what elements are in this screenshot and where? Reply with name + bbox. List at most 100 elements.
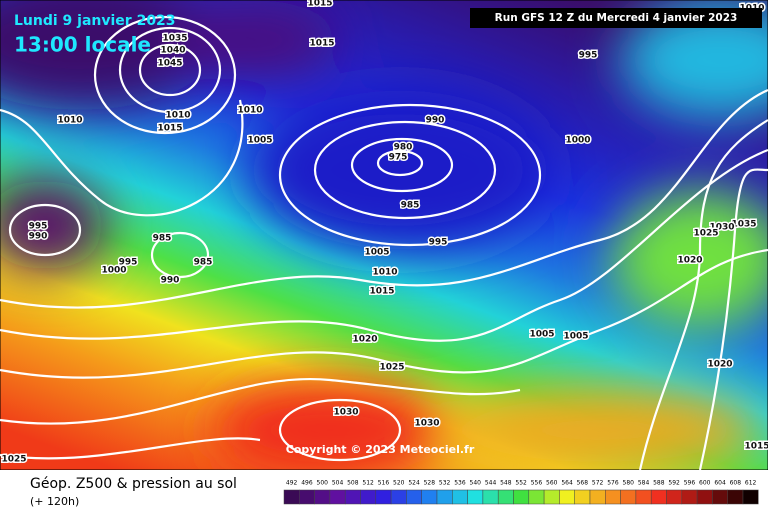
map-background bbox=[0, 0, 768, 480]
colorbar-swatch bbox=[329, 489, 346, 505]
isobar-label: 1015 bbox=[157, 124, 182, 134]
isobar-label: 1025 bbox=[1, 455, 26, 465]
colorbar-swatch bbox=[528, 489, 545, 505]
colorbar-swatch bbox=[436, 489, 453, 505]
colorbar-label: 564 bbox=[561, 480, 573, 487]
colorbar-label: 580 bbox=[623, 480, 635, 487]
colorbar-label: 548 bbox=[500, 480, 512, 487]
colorbar-swatch bbox=[344, 489, 361, 505]
isobar-label: 990 bbox=[29, 232, 48, 242]
isobar-label: 1035 bbox=[162, 34, 187, 44]
colorbar-label: 532 bbox=[439, 480, 451, 487]
isobar-label: 990 bbox=[161, 276, 180, 286]
isobar-label: 995 bbox=[429, 238, 448, 248]
isobar-label: 1015 bbox=[369, 287, 394, 297]
colorbar-swatch bbox=[635, 489, 652, 505]
colorbar-label: 536 bbox=[454, 480, 466, 487]
colorbar-label: 604 bbox=[714, 480, 726, 487]
isobar-label: 1005 bbox=[247, 136, 272, 146]
isobars bbox=[0, 15, 768, 471]
colorbar-swatch bbox=[681, 489, 698, 505]
isobar-label: 1000 bbox=[101, 266, 126, 276]
isobar-label: 995 bbox=[119, 258, 138, 268]
isobar-label: 1015 bbox=[307, 0, 332, 9]
run-info: Run GFS 12 Z du Mercredi 4 janvier 2023 bbox=[495, 12, 738, 24]
isobar-label: 1010 bbox=[165, 111, 190, 121]
colorbar-swatch bbox=[574, 489, 591, 505]
forecast-date: Lundi 9 janvier 2023 bbox=[14, 13, 176, 29]
colorbar-swatch bbox=[742, 489, 759, 505]
colorbar-swatch bbox=[375, 489, 392, 505]
colorbar-label: 540 bbox=[470, 480, 482, 487]
colorbar-swatch bbox=[666, 489, 683, 505]
colorbar-label: 512 bbox=[362, 480, 374, 487]
colorbar-label: 596 bbox=[684, 480, 696, 487]
colorbar-label: 516 bbox=[378, 480, 390, 487]
forecast-time: 13:00 locale bbox=[14, 33, 151, 57]
colorbar-label: 504 bbox=[332, 480, 344, 487]
run-banner bbox=[470, 8, 762, 28]
colorbar-swatch bbox=[314, 489, 331, 505]
colorbar-label: 600 bbox=[699, 480, 711, 487]
isobar-label: 975 bbox=[389, 153, 408, 163]
colorbar-label: 592 bbox=[668, 480, 680, 487]
colorbar: 492 496 500 504 508 512 516 520 524 528 532 536 540 5… bbox=[283, 480, 759, 505]
colorbar-swatch bbox=[543, 489, 560, 505]
isobar-label: 1005 bbox=[529, 330, 554, 340]
colorbar-swatch bbox=[390, 489, 407, 505]
isobar-label: 1010 bbox=[372, 268, 397, 278]
colorbar-label: 552 bbox=[515, 480, 527, 487]
isobar-label: 985 bbox=[401, 201, 420, 211]
colorbar-label: 608 bbox=[730, 480, 742, 487]
isobar-label: 1030 bbox=[414, 419, 439, 429]
colorbar-label: 588 bbox=[653, 480, 665, 487]
colorbar-swatch bbox=[360, 489, 377, 505]
colorbar-swatch bbox=[605, 489, 621, 505]
isobar-label: 995 bbox=[29, 222, 48, 232]
colorbar-swatch bbox=[559, 489, 575, 505]
isobar-label: 1045 bbox=[157, 59, 182, 69]
colorbar-swatch bbox=[712, 489, 728, 505]
colorbar-swatch bbox=[283, 489, 300, 505]
colorbar-swatch bbox=[452, 489, 468, 505]
isobar-label: 1015 bbox=[744, 442, 768, 452]
isobar-label: 985 bbox=[194, 258, 213, 268]
isobar-label: 1020 bbox=[677, 256, 702, 266]
legend-title: Géop. Z500 & pression au sol bbox=[30, 476, 237, 492]
colorbar-swatch bbox=[299, 489, 315, 505]
isobar-label: 1015 bbox=[309, 39, 334, 49]
isobar-label: 985 bbox=[153, 234, 172, 244]
colorbar-label: 612 bbox=[745, 480, 757, 487]
colorbar-label: 524 bbox=[408, 480, 420, 487]
colorbar-swatch bbox=[727, 489, 744, 505]
isobar-label: 1010 bbox=[237, 106, 262, 116]
colorbar-swatch bbox=[406, 489, 422, 505]
isobar-labels: 1015 1015 1010 1035 1040 1045 1010 1010 1015 1010… bbox=[0, 0, 768, 466]
isobar-label: 1000 bbox=[565, 136, 590, 146]
colorbar-swatch bbox=[467, 489, 484, 505]
isobar-label: 1005 bbox=[563, 332, 588, 342]
colorbar-label: 556 bbox=[531, 480, 543, 487]
isobar-label: 990 bbox=[426, 116, 445, 126]
colorbar-swatch bbox=[650, 489, 667, 505]
colorbar-label: 560 bbox=[546, 480, 558, 487]
isobar-label: 1030 bbox=[709, 223, 734, 233]
colorbar-label: 576 bbox=[607, 480, 619, 487]
colorbar-swatch bbox=[589, 489, 606, 505]
isobar-label: 980 bbox=[394, 143, 413, 153]
isobar-label: 1005 bbox=[364, 248, 389, 258]
colorbar-label: 492 bbox=[286, 480, 298, 487]
isobar-label: 1020 bbox=[707, 360, 732, 370]
colorbar-label: 572 bbox=[592, 480, 604, 487]
isobar-label: 1010 bbox=[57, 116, 82, 126]
colorbar-label: 568 bbox=[577, 480, 589, 487]
colorbar-label: 544 bbox=[485, 480, 497, 487]
colorbar-swatch bbox=[620, 489, 637, 505]
isobar-label: 995 bbox=[579, 51, 598, 61]
isobar-label: 1035 bbox=[731, 220, 756, 230]
isobar-label: 1025 bbox=[379, 363, 404, 373]
isobar-label: 1020 bbox=[352, 335, 377, 345]
colorbar-label: 584 bbox=[638, 480, 650, 487]
isobar-label: 1025 bbox=[693, 229, 718, 239]
colorbar-label: 520 bbox=[393, 480, 405, 487]
